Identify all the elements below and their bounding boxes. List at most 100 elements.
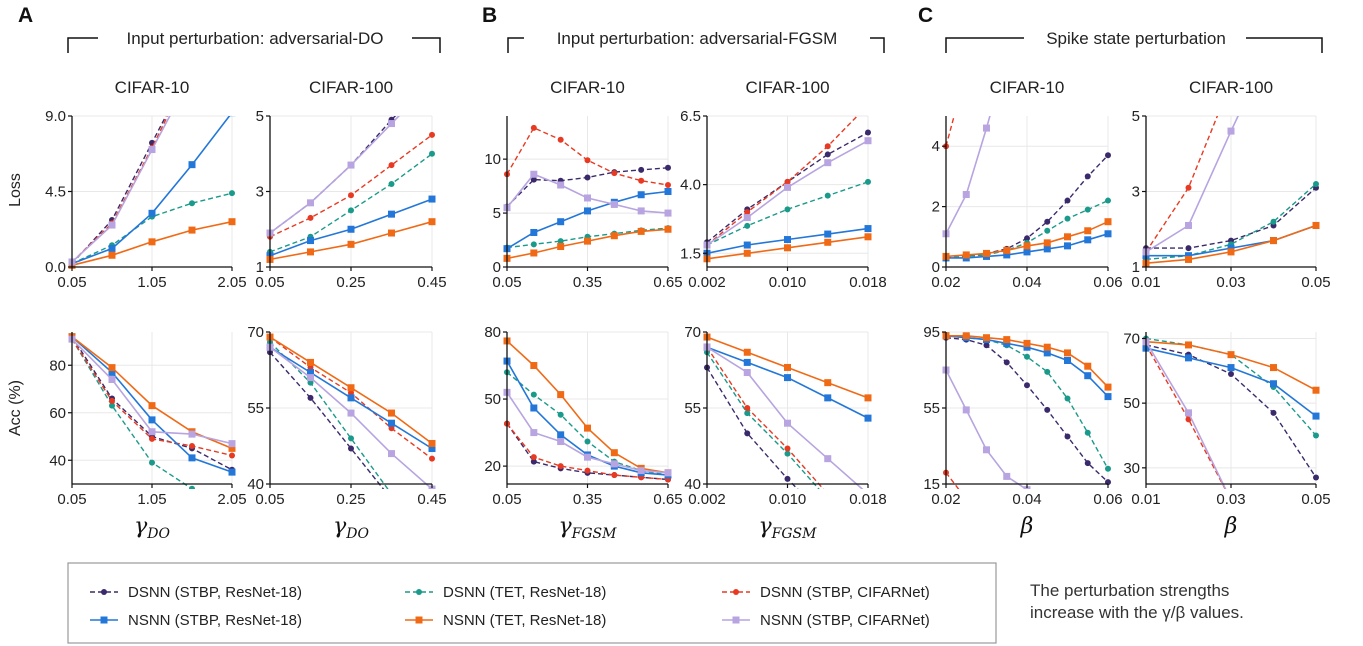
data-point: [1270, 237, 1277, 245]
series-line: [1145, 183, 1317, 261]
data-point: [584, 424, 591, 432]
data-point: [1104, 383, 1112, 391]
data-point: [108, 364, 116, 372]
data-point: [1084, 236, 1092, 244]
data-point: [557, 181, 565, 189]
x-tick-label: 0.04: [1012, 274, 1041, 291]
data-point: [388, 450, 395, 458]
data-point: [665, 182, 671, 189]
legend: DSNN (STBP, ResNet-18) DSNN (TET, ResNet-…: [67, 562, 997, 644]
series-line: [1145, 344, 1226, 489]
data-point: [864, 225, 872, 233]
data-point: [1270, 380, 1277, 388]
data-point: [637, 227, 645, 235]
data-point: [1313, 555, 1319, 561]
data-point: [784, 183, 791, 191]
legend-label: DSNN (TET, ResNet-18): [443, 584, 606, 601]
data-point: [1064, 215, 1071, 222]
legend-label: NSNN (STBP, CIFARNet): [760, 612, 930, 629]
data-point: [530, 228, 538, 236]
data-point: [584, 174, 591, 181]
data-point: [530, 124, 537, 131]
data-point: [1023, 343, 1031, 351]
y-tick-label: 50: [1123, 395, 1140, 412]
data-point: [962, 191, 970, 199]
data-point: [189, 200, 195, 207]
data-point: [1185, 184, 1192, 191]
data-point: [429, 75, 435, 81]
y-tick-label: 40: [49, 452, 66, 469]
legend-marker: [416, 589, 422, 595]
data-point: [665, 164, 671, 171]
x-tick-label: 0.05: [255, 274, 284, 291]
data-point: [983, 446, 990, 454]
x-tick-label: 1.05: [137, 491, 166, 508]
data-point: [743, 241, 751, 249]
data-point: [108, 251, 116, 259]
panel-title: CIFAR-100: [1189, 78, 1273, 97]
data-point: [530, 170, 538, 178]
y-tick-label: 5: [1132, 108, 1140, 125]
data-point: [347, 409, 355, 417]
data-point: [1313, 180, 1319, 187]
y-tick-label: 3: [1132, 184, 1140, 201]
data-point: [429, 131, 435, 138]
data-point: [188, 454, 196, 462]
legend-marker: [732, 616, 740, 624]
data-point: [557, 391, 565, 399]
data-point: [963, 496, 969, 502]
data-point: [825, 516, 831, 522]
legend-label: DSNN (STBP, CIFARNet): [760, 584, 930, 601]
legend-item: NSNN (STBP, ResNet-18): [90, 612, 302, 629]
data-point: [963, 68, 969, 74]
data-point: [743, 369, 751, 377]
data-point: [824, 192, 831, 199]
data-point: [784, 419, 791, 427]
data-point: [188, 161, 196, 169]
group-headers-layer: A B C Input perturbation: adversarial-DO…: [7, 4, 1323, 436]
chart-panel-8: 0.05 0.25 0.45 40 55 70 γDO: [247, 324, 446, 542]
data-point: [865, 102, 871, 108]
data-point: [1270, 545, 1277, 552]
data-point: [1185, 255, 1192, 263]
x-tick-label: 0.65: [653, 491, 682, 508]
x-tick-label: 2.05: [217, 274, 246, 291]
data-point: [188, 226, 196, 234]
data-point: [428, 445, 436, 453]
data-point: [962, 406, 970, 414]
data-point: [1024, 382, 1030, 389]
data-point: [1003, 52, 1010, 59]
data-point: [1003, 472, 1011, 480]
data-point: [664, 188, 672, 195]
data-point: [388, 210, 395, 218]
data-point: [983, 249, 990, 257]
data-point: [530, 249, 538, 257]
x-tick-label: 1.05: [137, 274, 166, 291]
x-tick-label: 0.01: [1131, 491, 1160, 508]
data-point: [824, 143, 831, 150]
x-tick-label: 0.002: [688, 274, 726, 291]
data-point: [347, 225, 355, 233]
data-point: [108, 221, 116, 229]
data-point: [610, 232, 618, 240]
data-point: [229, 0, 235, 2]
y-tick-label: 1: [256, 259, 264, 276]
data-point: [108, 245, 116, 253]
panel-title: CIFAR-10: [550, 78, 625, 97]
x-tick-label: 0.018: [849, 274, 887, 291]
data-point: [864, 394, 872, 402]
data-point: [1105, 465, 1111, 472]
data-point: [429, 79, 436, 86]
data-point: [584, 157, 591, 164]
data-point: [307, 369, 314, 377]
data-point: [1227, 351, 1235, 359]
data-point: [108, 368, 116, 376]
x-tick-label: 0.06: [1093, 274, 1122, 291]
data-point: [824, 238, 832, 246]
x-tick-label: 0.04: [1012, 491, 1041, 508]
data-point: [557, 411, 564, 418]
data-point: [148, 402, 156, 410]
data-point: [584, 237, 591, 245]
data-point: [189, 485, 195, 489]
data-point: [584, 194, 591, 202]
